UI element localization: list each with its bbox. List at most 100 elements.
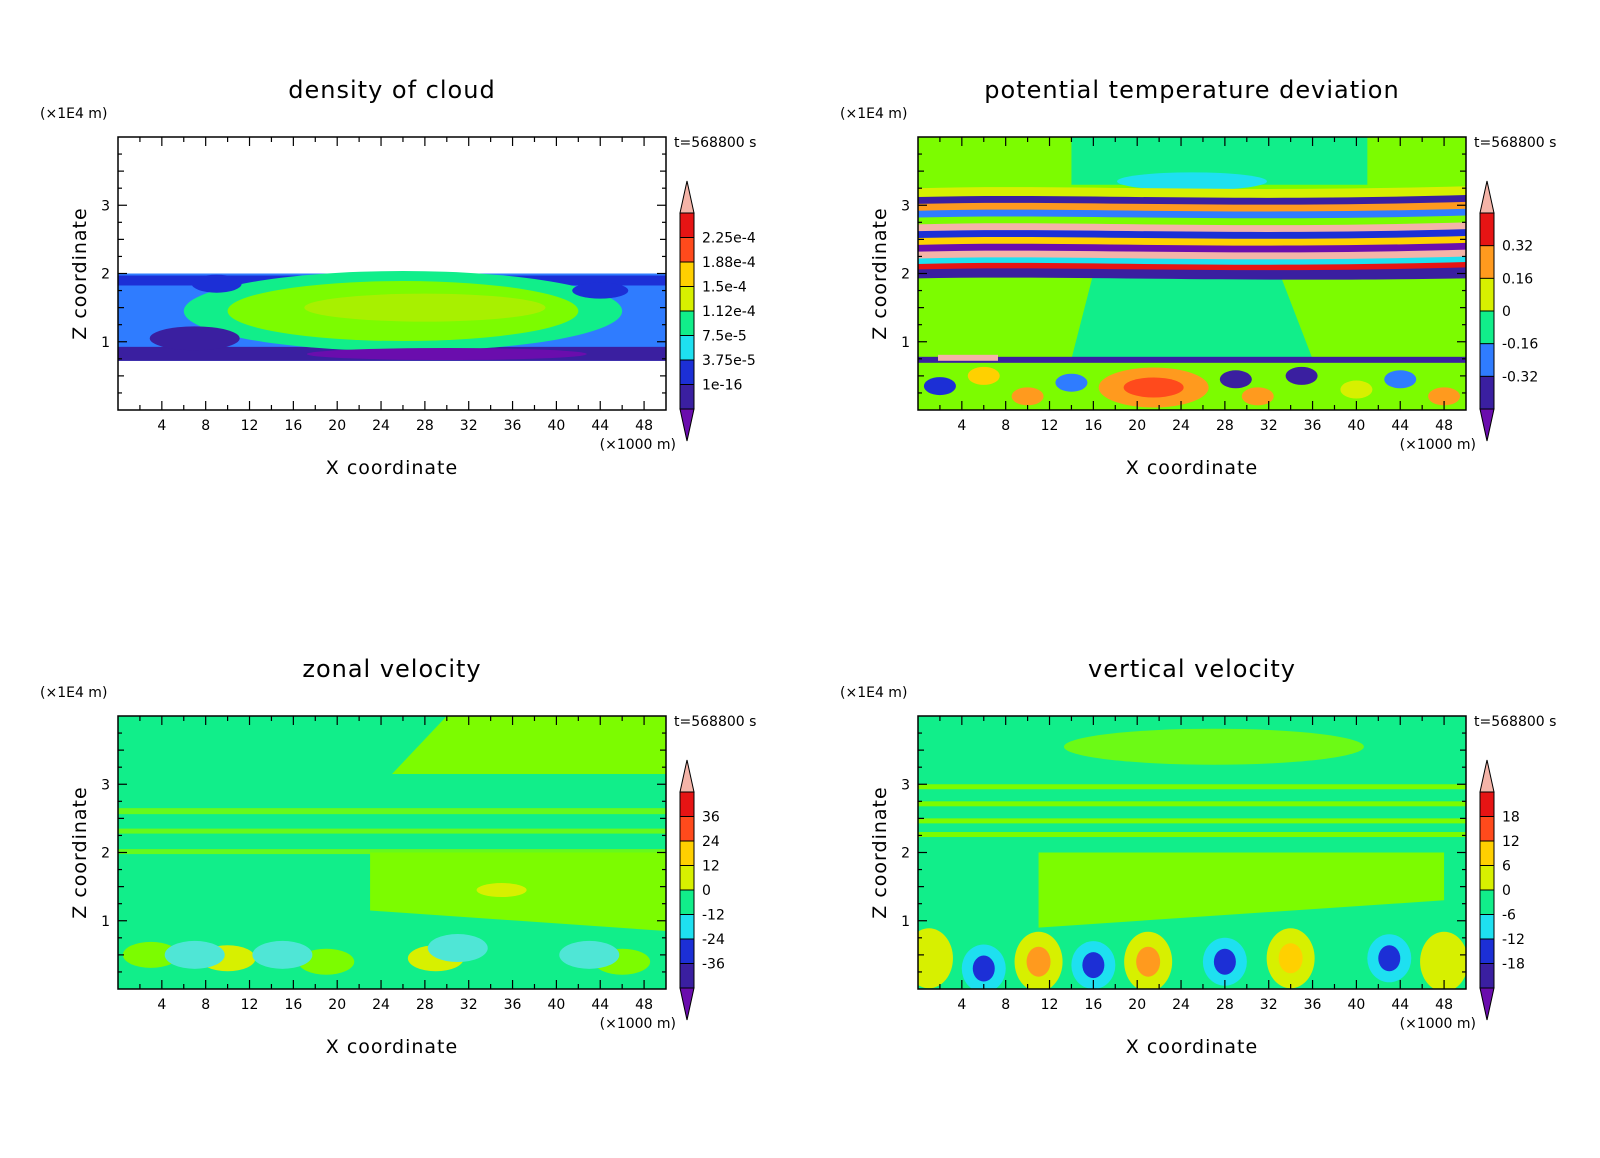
y-unit-label: (×1E4 m): [840, 685, 907, 701]
chart-title: vertical velocity: [1088, 655, 1296, 683]
y-tick-label: 1: [901, 914, 910, 930]
y-tick-label: 3: [101, 198, 110, 214]
x-axis-label: X coordinate: [1126, 457, 1258, 479]
colorbar-label: 3.75e-5: [702, 353, 756, 369]
eddy: [1384, 370, 1417, 389]
colorbar-label: 0.16: [1502, 271, 1533, 287]
colorbar-label: 7.5e-5: [702, 329, 747, 345]
x-tick-label: 8: [1001, 997, 1010, 1013]
eddy: [923, 377, 956, 396]
x-tick-label: 40: [547, 997, 565, 1013]
chart-svg: potential temperature deviation (×1E4 m) t…: [840, 76, 1556, 479]
wave-band: [918, 801, 1466, 807]
field-region: [1071, 137, 1368, 185]
x-axis-label: X coordinate: [1126, 1036, 1258, 1058]
x-tick-label: 24: [372, 418, 390, 434]
downdraft-core: [1082, 952, 1105, 979]
inversion-patch: [938, 354, 998, 361]
eddy-negative: [252, 940, 313, 969]
colorbar-segment: [680, 841, 694, 866]
x-tick-label: 36: [1304, 997, 1322, 1013]
field-region: [1038, 852, 1445, 928]
x-tick-label: 8: [201, 997, 210, 1013]
eddy: [967, 366, 1000, 385]
x-tick-label: 4: [957, 418, 966, 434]
x-axis-label: X coordinate: [326, 457, 458, 479]
chart-title: potential temperature deviation: [984, 76, 1399, 104]
x-tick-label: 36: [504, 997, 522, 1013]
x-tick-label: 4: [957, 997, 966, 1013]
x-tick-label: 32: [1260, 418, 1278, 434]
time-label: t=568800 s: [674, 714, 756, 730]
colorbar-segment: [1480, 841, 1494, 866]
colorbar-label: -36: [702, 957, 725, 973]
jet-band: [118, 808, 666, 815]
updraft-core: [1136, 946, 1161, 977]
colorbar-min-arrow: [679, 408, 695, 442]
colorbar-max-arrow: [1479, 180, 1495, 214]
x-tick-label: 48: [1435, 418, 1453, 434]
eddy-negative: [427, 934, 488, 963]
x-tick-label: 48: [635, 418, 653, 434]
eddy: [1340, 380, 1373, 399]
y-axis-label: Z coordinate: [69, 786, 91, 918]
y-tick-label: 3: [101, 777, 110, 793]
colorbar-segment: [1480, 816, 1494, 841]
x-tick-label: 36: [1304, 418, 1322, 434]
x-tick-label: 24: [1172, 997, 1190, 1013]
x-tick-label: 12: [1041, 997, 1059, 1013]
colorbar-segment: [680, 865, 694, 890]
colorbar-segment: [1480, 963, 1494, 988]
colorbar-max-arrow: [679, 759, 695, 793]
colorbar-label: 0.32: [1502, 239, 1533, 255]
colorbar-segment: [680, 890, 694, 915]
colorbar-label: 12: [1502, 834, 1520, 850]
x-tick-label: 20: [328, 418, 346, 434]
colorbar-label: -24: [702, 932, 725, 948]
field-region: [1071, 273, 1313, 359]
x-tick-label: 8: [1001, 418, 1010, 434]
cloud-dark-patch: [191, 274, 242, 293]
colorbar-segment: [1480, 278, 1494, 311]
colorbar: 0.32 0.16 0 -0.16 -0.32: [1479, 180, 1538, 442]
eddy-negative: [164, 940, 225, 969]
jet-band: [118, 828, 666, 834]
colorbar-label: 0: [702, 883, 711, 899]
contour-field: [918, 137, 1466, 410]
x-tick-label: 40: [1347, 997, 1365, 1013]
x-tick-label: 44: [591, 997, 609, 1013]
y-unit-label: (×1E4 m): [840, 106, 907, 122]
x-tick-label: 4: [157, 997, 166, 1013]
time-label: t=568800 s: [1474, 135, 1556, 151]
x-tick-label: 24: [1172, 418, 1190, 434]
theta-band: [918, 267, 1466, 280]
x-tick-label: 48: [635, 997, 653, 1013]
warm-plume-core: [1123, 377, 1184, 398]
chart-svg: zonal velocity(×1E4 m)t=568800 s4 8 12 16 20…: [40, 655, 756, 1058]
eddy: [1241, 387, 1274, 406]
colorbar-segment: [680, 384, 694, 409]
x-tick-label: 16: [1084, 997, 1102, 1013]
colorbar-label: 24: [702, 834, 720, 850]
colorbar-max-arrow: [1479, 759, 1495, 793]
cloud-dark-patch: [572, 282, 629, 299]
chart-panel-vertical-velocity: vertical velocity (×1E4 m) t=568800 s 4 8 12 1…: [800, 579, 1600, 1158]
colorbar-segment: [1480, 939, 1494, 964]
y-tick-label: 1: [101, 914, 110, 930]
colorbar-segment: [680, 816, 694, 841]
y-tick-label: 1: [101, 335, 110, 351]
colorbar-label: 1e-16: [702, 378, 742, 394]
colorbar-label: 36: [702, 810, 720, 826]
y-tick-label: 2: [101, 267, 110, 283]
chart-panel-potential-temperature: potential temperature deviation (×1E4 m) t…: [800, 0, 1600, 579]
colorbar-segment: [1480, 865, 1494, 890]
x-tick-label: 36: [504, 418, 522, 434]
colorbar-segment: [680, 286, 694, 311]
x-unit-label: (×1000 m): [600, 437, 676, 453]
colorbar-label: 1.12e-4: [702, 304, 756, 320]
colorbar-label: -12: [1502, 932, 1525, 948]
jet-band: [118, 849, 666, 855]
y-unit-label: (×1E4 m): [40, 685, 107, 701]
downdraft-core: [1213, 948, 1236, 975]
colorbar-segment: [680, 335, 694, 360]
